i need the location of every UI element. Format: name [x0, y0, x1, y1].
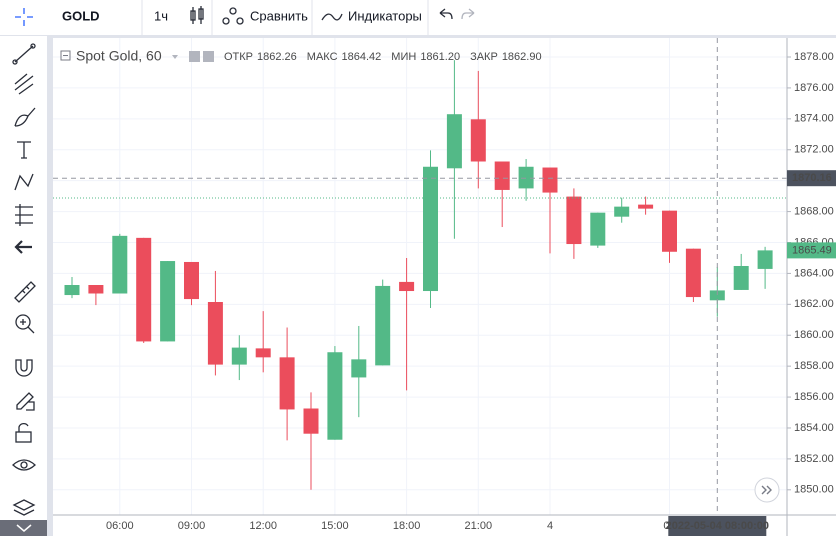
candle-body — [614, 206, 630, 217]
legend-title: Spot Gold, 60 — [76, 48, 162, 64]
y-tick-label: 1852.00 — [794, 453, 834, 465]
candle-body — [207, 302, 223, 365]
y-tick-label: 1860.00 — [794, 329, 834, 341]
candle-body — [255, 348, 271, 358]
candle-body — [638, 204, 654, 209]
candle-body — [757, 250, 773, 269]
interval[interactable]: 1ч — [154, 8, 168, 23]
candle-body — [136, 237, 152, 342]
legend-label: МАКС — [307, 51, 338, 63]
candle-body — [423, 166, 438, 292]
x-tick-label: 21:00 — [465, 520, 493, 532]
x-tick-label: 15:00 — [321, 520, 349, 532]
plot — [53, 38, 787, 515]
redo[interactable] — [461, 8, 475, 20]
compare-button[interactable]: Сравнить — [250, 8, 308, 23]
candle-body — [566, 196, 582, 245]
crosshair-price-box — [787, 170, 836, 187]
candle-body — [112, 235, 128, 294]
top-toolbar — [0, 0, 836, 35]
x-tick-label: 06:00 — [106, 520, 134, 532]
y-tick-label: 1876.00 — [794, 82, 834, 94]
legend-label: ОТКР — [224, 51, 253, 63]
candle-body — [88, 285, 104, 294]
legend-value: 1861.20 — [420, 51, 460, 63]
candle-body — [542, 167, 558, 193]
candle-body — [231, 347, 247, 365]
candle-body — [590, 212, 606, 246]
candle-body — [375, 285, 391, 366]
crosshair-time-box — [668, 516, 767, 536]
x-tick-label: 4 — [547, 520, 553, 532]
y-tick-label: 1878.00 — [794, 51, 834, 63]
candle-body — [662, 210, 677, 252]
undo[interactable] — [439, 8, 453, 20]
candle-body — [494, 161, 510, 190]
legend-label: ЗАКР — [470, 51, 498, 63]
x-tick-label: 09:00 — [178, 520, 206, 532]
legend-label: МИН — [391, 51, 416, 63]
collapse-legend[interactable] — [60, 50, 71, 61]
y-tick-label: 1864.00 — [794, 267, 834, 279]
x-tick-label: 12:00 — [249, 520, 277, 532]
crosshair-price-label: 1870.16 — [792, 172, 832, 184]
y-tick-label: 1850.00 — [794, 484, 834, 496]
y-tick-label: 1868.00 — [794, 205, 834, 217]
indicators-button[interactable]: Индикаторы — [348, 8, 422, 23]
last-price-box — [787, 242, 836, 259]
candle-body — [184, 261, 199, 300]
legend-value: 1862.26 — [257, 51, 297, 63]
legend-value: 1862.90 — [502, 51, 542, 63]
candle-body — [685, 248, 701, 298]
candles-icon[interactable] — [190, 6, 204, 24]
y-tick-label: 1872.00 — [794, 144, 834, 156]
legend-menu[interactable] — [172, 55, 178, 59]
x-tick-label: 18:00 — [393, 520, 421, 532]
y-tick-label: 1874.00 — [794, 113, 834, 125]
legend-button[interactable] — [189, 51, 200, 62]
chart-area — [53, 38, 836, 536]
candle-body — [518, 166, 534, 189]
y-tick-label: 1854.00 — [794, 422, 834, 434]
candle-body — [446, 114, 462, 169]
scroll-icon — [761, 485, 772, 495]
candle-body — [303, 408, 319, 434]
y-tick-label: 1862.00 — [794, 298, 834, 310]
tool-icons[interactable] — [12, 8, 36, 516]
indicators-icon[interactable] — [321, 13, 343, 21]
collapse-button[interactable] — [0, 520, 47, 536]
scroll-button[interactable] — [754, 477, 780, 503]
legend-value: 1864.42 — [342, 51, 382, 63]
compare-icon[interactable] — [222, 7, 244, 25]
candle-body — [733, 265, 749, 290]
candle-body — [64, 285, 80, 296]
candle-body — [351, 359, 367, 378]
candle-body — [279, 357, 295, 410]
collapse-arrow — [16, 524, 32, 532]
y-tick-label: 1858.00 — [794, 360, 834, 372]
symbol[interactable]: GOLD — [62, 8, 100, 23]
y-tick-label: 1856.00 — [794, 391, 834, 403]
left-toolbar — [0, 36, 47, 536]
legend-button[interactable] — [203, 51, 214, 62]
candle-body — [709, 290, 725, 301]
candle-body — [399, 281, 415, 292]
candle-body — [470, 119, 486, 162]
last-price-label: 1865.49 — [792, 244, 832, 256]
crosshair-time-label: 2022-05-04 08:00:00 — [666, 520, 769, 532]
candle-body — [160, 261, 176, 342]
candle-body — [327, 352, 343, 440]
